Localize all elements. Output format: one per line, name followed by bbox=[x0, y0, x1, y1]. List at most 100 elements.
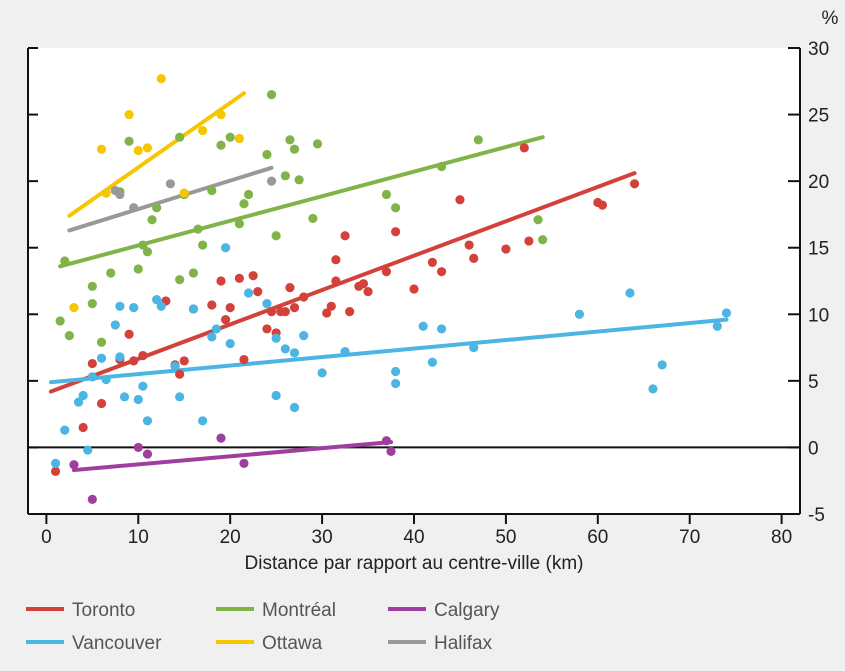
data-point-vancouver bbox=[418, 321, 428, 331]
data-point-vancouver bbox=[574, 309, 585, 319]
data-point-toronto bbox=[266, 307, 277, 317]
y-tick-label: 30 bbox=[808, 39, 829, 60]
data-point-ottawa bbox=[216, 109, 226, 120]
data-point-toronto bbox=[78, 422, 88, 433]
data-point-toronto bbox=[299, 292, 309, 302]
data-point-montreal bbox=[308, 213, 318, 224]
trend-line-ottawa bbox=[67, 91, 246, 218]
data-point-vancouver bbox=[119, 392, 130, 402]
data-point-montreal bbox=[381, 189, 392, 200]
data-point-vancouver bbox=[198, 416, 208, 426]
data-point-halifax bbox=[115, 189, 125, 200]
data-point-toronto bbox=[358, 279, 369, 289]
data-point-toronto bbox=[436, 267, 447, 277]
data-point-toronto bbox=[175, 369, 185, 379]
data-point-vancouver bbox=[83, 445, 93, 455]
data-point-vancouver bbox=[280, 344, 290, 354]
data-point-montreal bbox=[152, 203, 162, 213]
data-point-toronto bbox=[519, 143, 529, 153]
data-point-vancouver bbox=[712, 321, 722, 331]
data-point-vancouver bbox=[225, 338, 235, 349]
data-point-vancouver bbox=[60, 425, 70, 435]
data-point-vancouver bbox=[175, 392, 185, 402]
data-point-vancouver bbox=[391, 378, 401, 389]
data-point-toronto bbox=[124, 329, 134, 339]
legend-label-calgary: Calgary bbox=[434, 600, 500, 621]
data-point-vancouver bbox=[156, 301, 166, 311]
data-point-calgary bbox=[69, 460, 79, 470]
data-point-toronto bbox=[50, 466, 61, 476]
data-point-montreal bbox=[142, 247, 153, 257]
data-point-montreal bbox=[60, 256, 70, 266]
data-point-toronto bbox=[345, 307, 355, 317]
data-point-toronto bbox=[322, 308, 332, 318]
data-point-toronto bbox=[289, 303, 300, 313]
data-point-montreal bbox=[271, 231, 281, 241]
data-point-montreal bbox=[216, 140, 226, 150]
data-point-montreal bbox=[96, 337, 107, 347]
trend-line-vancouver bbox=[48, 317, 729, 385]
data-point-toronto bbox=[469, 253, 479, 263]
data-point-vancouver bbox=[138, 381, 148, 391]
data-point-vancouver bbox=[427, 357, 437, 367]
data-point-calgary bbox=[87, 494, 97, 504]
legend-label-ottawa: Ottawa bbox=[262, 633, 323, 654]
x-tick-label: 70 bbox=[679, 527, 700, 548]
data-point-toronto bbox=[220, 315, 231, 325]
data-point-vancouver bbox=[299, 330, 309, 341]
data-point-halifax bbox=[165, 179, 176, 189]
data-point-vancouver bbox=[87, 372, 97, 382]
data-point-toronto bbox=[239, 354, 249, 365]
data-point-montreal bbox=[138, 240, 148, 250]
data-point-ottawa bbox=[101, 188, 111, 198]
data-point-ottawa bbox=[142, 143, 153, 153]
data-point-ottawa bbox=[156, 74, 166, 84]
data-point-vancouver bbox=[262, 299, 272, 309]
data-point-vancouver bbox=[243, 288, 254, 298]
data-point-toronto bbox=[597, 200, 608, 210]
data-point-montreal bbox=[312, 139, 323, 149]
data-point-vancouver bbox=[96, 353, 107, 363]
x-tick-label: 60 bbox=[587, 527, 608, 548]
data-point-vancouver bbox=[142, 416, 153, 426]
data-point-toronto bbox=[179, 356, 189, 366]
data-point-calgary bbox=[386, 446, 396, 457]
y-tick-label: 25 bbox=[808, 106, 829, 127]
data-point-calgary bbox=[216, 433, 226, 443]
data-point-vancouver bbox=[73, 397, 84, 407]
data-point-toronto bbox=[363, 287, 373, 297]
data-point-toronto bbox=[524, 236, 534, 246]
x-tick-label: 80 bbox=[771, 527, 792, 548]
data-point-vancouver bbox=[436, 324, 447, 334]
data-point-toronto bbox=[331, 255, 341, 265]
data-point-ottawa bbox=[179, 188, 189, 198]
data-point-toronto bbox=[138, 350, 148, 361]
data-point-toronto bbox=[381, 267, 392, 277]
y-axis-unit-label: % bbox=[822, 8, 839, 29]
x-axis-title: Distance par rapport au centre-ville (km… bbox=[245, 553, 584, 574]
x-tick-label: 40 bbox=[403, 527, 424, 548]
data-point-halifax bbox=[266, 176, 277, 186]
data-point-ottawa bbox=[124, 109, 134, 120]
data-point-montreal bbox=[188, 268, 199, 278]
data-point-vancouver bbox=[152, 295, 162, 305]
y-tick-label: 15 bbox=[808, 239, 829, 260]
data-point-toronto bbox=[87, 358, 97, 369]
data-point-vancouver bbox=[271, 390, 281, 401]
x-tick-label: 0 bbox=[41, 527, 52, 548]
data-point-toronto bbox=[464, 240, 474, 250]
data-point-vancouver bbox=[133, 394, 143, 405]
data-point-montreal bbox=[538, 235, 548, 245]
data-point-toronto bbox=[129, 356, 139, 366]
data-point-ottawa bbox=[69, 303, 79, 313]
data-point-ottawa bbox=[96, 144, 107, 154]
data-point-montreal bbox=[262, 149, 272, 160]
data-point-vancouver bbox=[721, 308, 732, 318]
data-point-toronto bbox=[285, 283, 295, 293]
data-point-vancouver bbox=[110, 320, 120, 330]
data-point-montreal bbox=[198, 240, 208, 250]
data-point-montreal bbox=[266, 90, 277, 100]
data-point-montreal bbox=[391, 203, 401, 213]
